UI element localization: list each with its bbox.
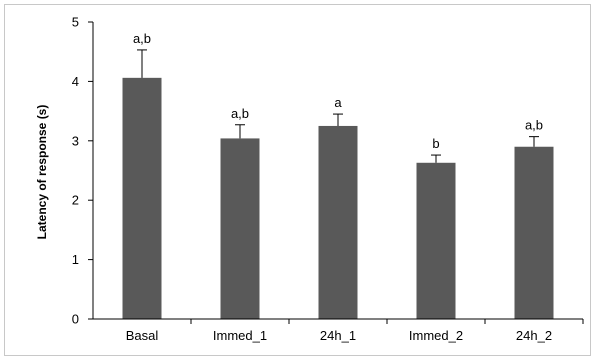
y-tick-label: 4 [72, 74, 79, 89]
x-tick-label: 24h_1 [320, 328, 356, 343]
chart-frame [4, 4, 591, 356]
significance-label: a,b [231, 106, 249, 121]
bars: a,b a,b a b a,b [122, 31, 554, 319]
y-axis-title: Latency of response (s) [35, 105, 49, 240]
bar [122, 77, 162, 319]
bar [220, 138, 260, 319]
bar [416, 162, 456, 319]
significance-label: b [432, 136, 439, 151]
significance-label: a,b [133, 31, 151, 46]
bar [514, 146, 554, 319]
bar [318, 125, 358, 319]
x-tick-label: Immed_1 [213, 328, 267, 343]
y-tick-label: 1 [72, 252, 79, 267]
significance-label: a,b [525, 118, 543, 133]
x-axis: Basal Immed_1 24h_1 Immed_2 24h_2 [93, 318, 584, 343]
y-tick-label: 3 [72, 133, 79, 148]
x-tick-label: Basal [126, 328, 159, 343]
significance-label: a [334, 95, 342, 110]
x-tick-label: Immed_2 [409, 328, 463, 343]
x-tick-label: 24h_2 [516, 328, 552, 343]
y-tick-label: 2 [72, 193, 79, 208]
y-tick-label: 0 [72, 312, 79, 327]
y-axis: 0 1 2 3 4 5 [72, 15, 94, 327]
y-tick-label: 5 [72, 15, 79, 30]
